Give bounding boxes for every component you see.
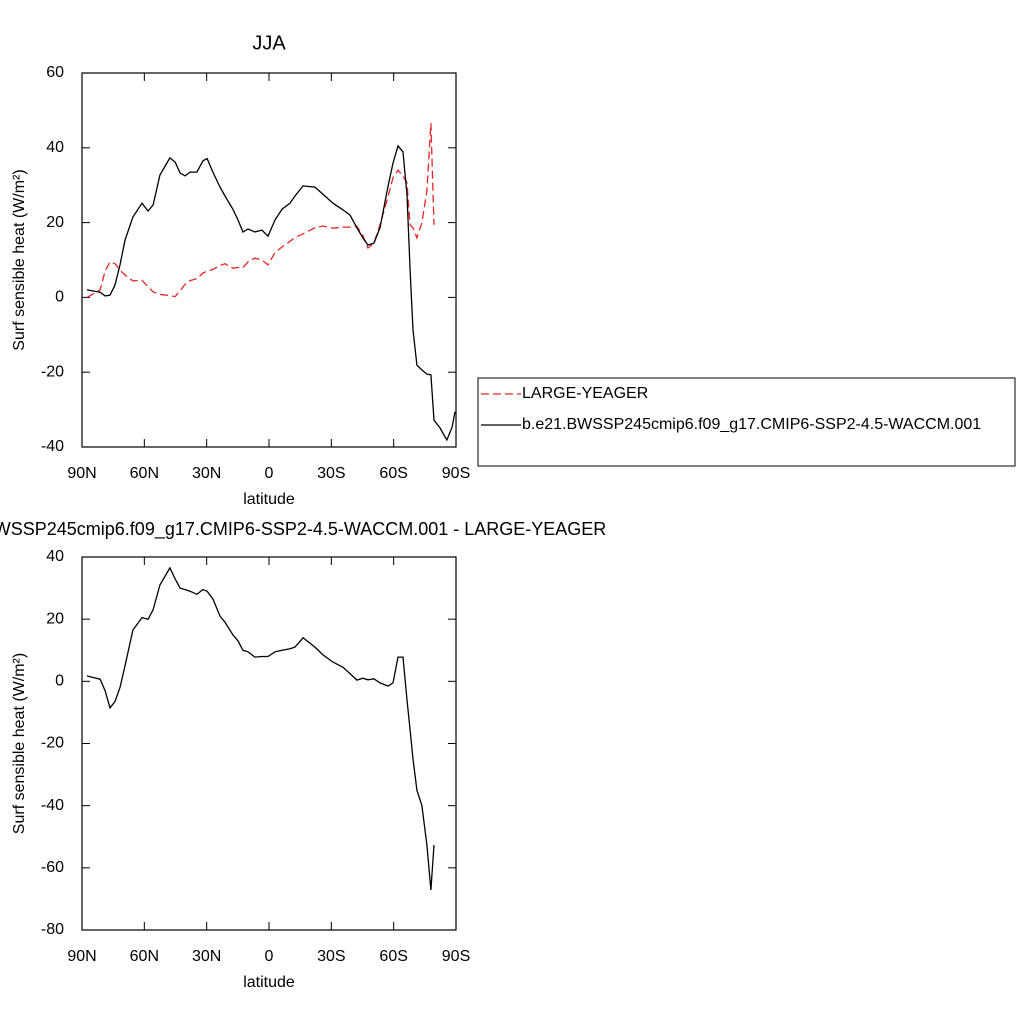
plot-frame	[81, 556, 457, 931]
legend-box	[477, 377, 1016, 467]
y-tick-label: -80	[41, 921, 64, 938]
x-tick-label: 60S	[379, 948, 407, 965]
data-line	[86, 123, 435, 298]
y-tick-label: 0	[55, 673, 64, 690]
y-tick-label: -20	[41, 735, 64, 752]
x-tick-label: 90N	[67, 465, 96, 482]
y-tick-label: 0	[55, 289, 64, 306]
y-axis-label: Surf sensible heat (W/m²)	[11, 169, 28, 350]
x-tick-label: 90S	[442, 465, 470, 482]
x-tick-label: 30S	[317, 465, 345, 482]
y-tick-label: 40	[46, 139, 64, 156]
y-tick-label: 60	[46, 64, 64, 81]
y-tick-label: -40	[41, 797, 64, 814]
data-line	[86, 566, 435, 890]
x-tick-label: 30N	[192, 948, 221, 965]
y-tick-label: 20	[46, 610, 64, 627]
chart-title: JJA	[252, 32, 286, 54]
x-tick-label: 0	[265, 948, 274, 965]
chart-title: b.e21.BWSSP245cmip6.f09_g17.CMIP6-SSP2-4…	[0, 519, 606, 540]
x-axis-label: latitude	[243, 974, 295, 991]
y-tick-label: 40	[46, 548, 64, 565]
x-tick-label: 0	[265, 465, 274, 482]
data-line	[86, 144, 456, 442]
y-tick-label: -20	[41, 363, 64, 380]
legend-label: b.e21.BWSSP245cmip6.f09_g17.CMIP6-SSP2-4…	[522, 416, 981, 433]
x-tick-label: 60N	[130, 465, 159, 482]
x-tick-label: 60N	[130, 948, 159, 965]
x-tick-label: 90N	[67, 948, 96, 965]
x-tick-label: 30S	[317, 948, 345, 965]
x-axis-label: latitude	[243, 491, 295, 508]
y-axis-label: Surf sensible heat (W/m²)	[11, 653, 28, 834]
x-tick-label: 60S	[379, 465, 407, 482]
y-tick-label: -40	[41, 438, 64, 455]
y-tick-label: -60	[41, 859, 64, 876]
x-tick-label: 90S	[442, 948, 470, 965]
plot-frame	[81, 72, 457, 448]
legend-label: LARGE-YEAGER	[522, 385, 648, 402]
x-tick-label: 30N	[192, 465, 221, 482]
y-tick-label: 20	[46, 214, 64, 231]
